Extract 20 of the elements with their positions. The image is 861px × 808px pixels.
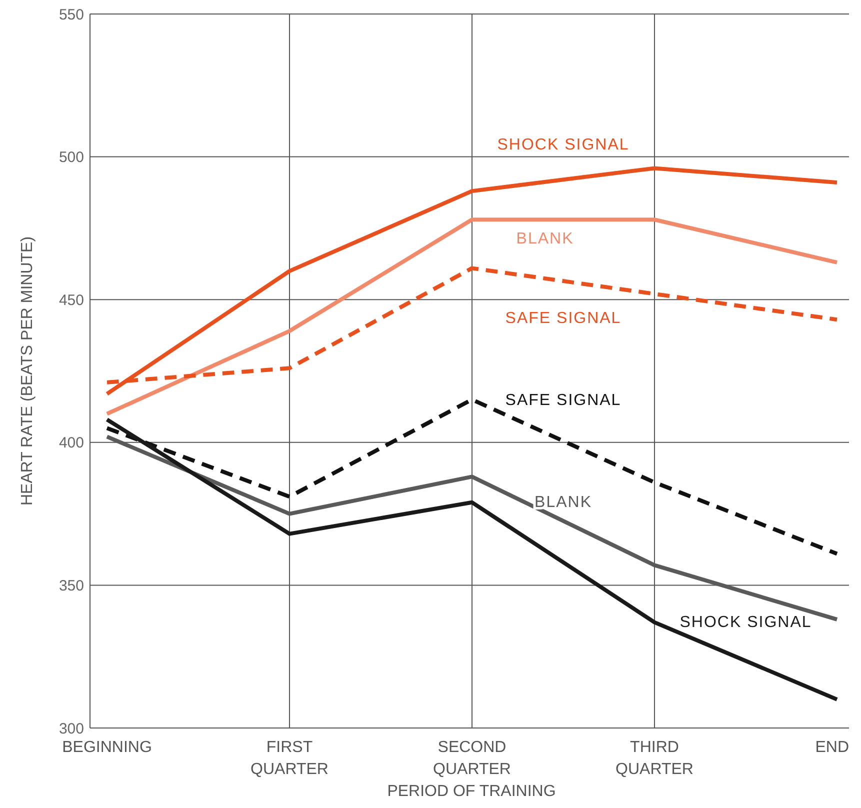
series-label: SAFE SIGNAL bbox=[505, 392, 622, 409]
y-tick-label: 550 bbox=[58, 6, 84, 24]
x-tick-label: SECOND QUARTER bbox=[433, 739, 511, 778]
y-tick-label: 500 bbox=[58, 149, 84, 166]
x-axis-title: PERIOD OF TRAINING bbox=[387, 783, 556, 800]
series-label: BLANK bbox=[534, 494, 592, 511]
y-tick-label: 350 bbox=[58, 577, 84, 594]
line-series bbox=[105, 218, 839, 416]
series-label: SHOCK SIGNAL bbox=[680, 614, 812, 631]
x-tick-label: THIRD QUARTER bbox=[616, 739, 694, 778]
series-label: SAFE SIGNAL bbox=[505, 310, 622, 328]
series-label: BLANK bbox=[516, 230, 574, 248]
series-label: SHOCK SIGNAL bbox=[497, 136, 630, 154]
y-tick-label: 450 bbox=[58, 292, 84, 309]
y-axis-title: HEART RATE (BEATS PER MINUTE) bbox=[19, 236, 36, 506]
y-tick-label: 400 bbox=[58, 434, 84, 452]
x-tick-label: BEGINNING bbox=[62, 739, 152, 756]
x-tick-label: END bbox=[815, 739, 849, 756]
y-tick-label: 300 bbox=[58, 720, 84, 738]
x-tick-label: FIRST QUARTER bbox=[250, 739, 328, 778]
